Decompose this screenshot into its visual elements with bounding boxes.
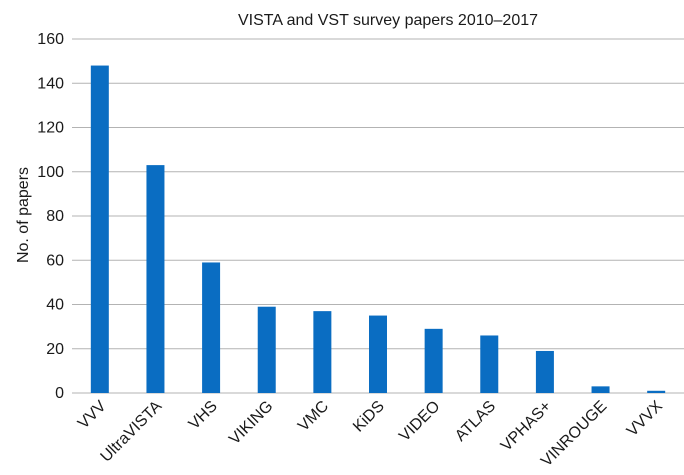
y-tick-label: 20: [46, 341, 64, 358]
bar-vhs: [202, 262, 221, 393]
y-tick-label: 140: [37, 75, 64, 92]
bar-vinrouge: [591, 386, 610, 393]
x-tick-label: VVVX: [624, 398, 666, 440]
bar-viking: [257, 306, 276, 393]
y-tick-label: 40: [46, 297, 64, 314]
x-tick-label: ATLAS: [452, 398, 499, 445]
bar-vphas-: [535, 350, 554, 393]
x-tick-label: VMC: [295, 398, 332, 435]
y-tick-label: 120: [37, 120, 64, 137]
bar-ultravista: [146, 165, 165, 393]
x-tick-label: VHS: [186, 398, 221, 433]
bar-kids: [369, 315, 387, 393]
y-tick-label: 160: [37, 31, 64, 48]
y-axis-title: No. of papers: [15, 167, 32, 263]
bar-vvv: [90, 65, 109, 394]
x-tick-label: UltraVISTA: [98, 398, 166, 466]
x-tick-label: VIDEO: [396, 398, 443, 445]
y-axis-ticks: 0 20 40 60 80 100 120 140 160: [37, 31, 64, 402]
gridlines: [72, 38, 684, 394]
y-tick-label: 60: [46, 252, 64, 269]
y-tick-label: 0: [55, 385, 64, 402]
x-tick-label: VIKING: [226, 398, 276, 448]
bar-vvvx: [647, 390, 666, 393]
x-tick-label: VVV: [75, 398, 110, 433]
x-tick-label: KiDS: [350, 398, 388, 436]
bar-vmc: [313, 311, 332, 393]
bar-video: [424, 328, 443, 393]
chart-title: VISTA and VST survey papers 2010–2017: [238, 12, 538, 29]
x-tick-label: VPHAS+: [498, 398, 555, 455]
y-tick-label: 100: [37, 164, 64, 181]
y-tick-label: 80: [46, 208, 64, 225]
bar-atlas: [480, 335, 499, 393]
bars: [90, 65, 666, 394]
